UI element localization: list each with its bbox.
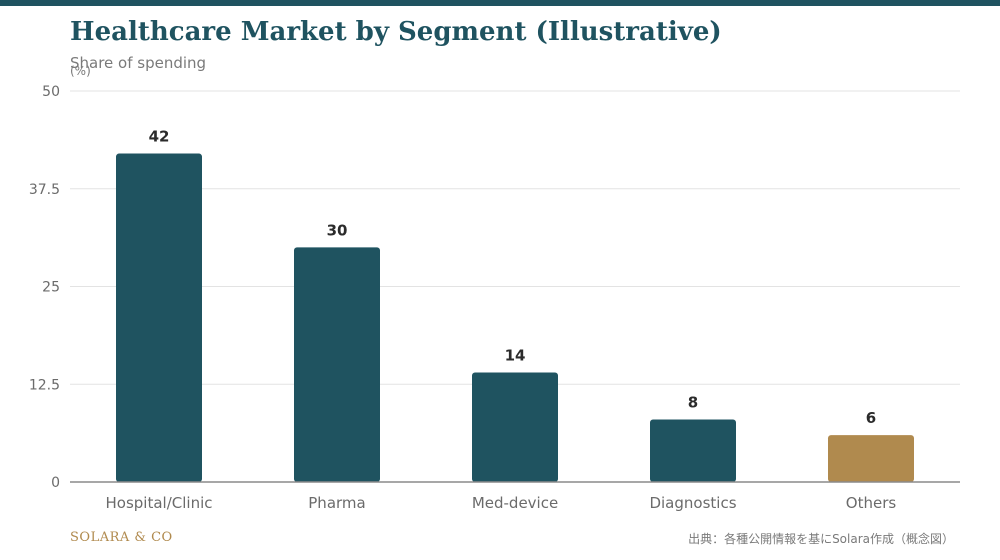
y-tick-label: 0: [51, 475, 60, 491]
bar-pharma: [294, 247, 380, 482]
chart-subtitle: Share of spending: [70, 54, 207, 72]
x-axis-categories: Hospital/Clinic Pharma Med-device Diagnosti…: [106, 494, 897, 512]
x-category-label: Others: [846, 494, 897, 512]
bar-value-label: 8: [688, 393, 698, 411]
y-tick-label: 12.5: [29, 377, 60, 393]
x-category-label: Med-device: [472, 494, 558, 512]
x-category-label: Pharma: [308, 494, 365, 512]
data-labels: 42 30 14 8 6: [149, 128, 877, 428]
top-accent-bar: [0, 0, 1000, 6]
y-axis-ticks: 0 12.5 25 37.5 50: [29, 84, 60, 491]
bar-hospital-clinic: [116, 153, 202, 482]
x-category-label: Diagnostics: [649, 494, 736, 512]
y-axis-unit-label: (%): [70, 64, 91, 78]
gridlines: [70, 90, 960, 385]
y-tick-label: 50: [42, 84, 60, 100]
bar-value-label: 30: [327, 221, 348, 239]
bar-value-label: 14: [505, 347, 526, 365]
chart-title: Healthcare Market by Segment (Illustrati…: [70, 17, 722, 47]
y-tick-label: 37.5: [29, 182, 60, 198]
y-tick-label: 25: [42, 280, 60, 296]
bar-med-device: [472, 372, 558, 482]
bar-value-label: 42: [149, 128, 170, 146]
source-note: 出典：各種公開情報を基にSolara作成（概念図）: [688, 532, 954, 546]
bar-others: [828, 435, 914, 482]
brand-logo-text: SOLARA & CO: [70, 530, 173, 545]
bar-diagnostics: [650, 419, 736, 482]
bars: [116, 153, 914, 482]
bar-value-label: 6: [866, 409, 876, 427]
x-category-label: Hospital/Clinic: [106, 494, 213, 512]
